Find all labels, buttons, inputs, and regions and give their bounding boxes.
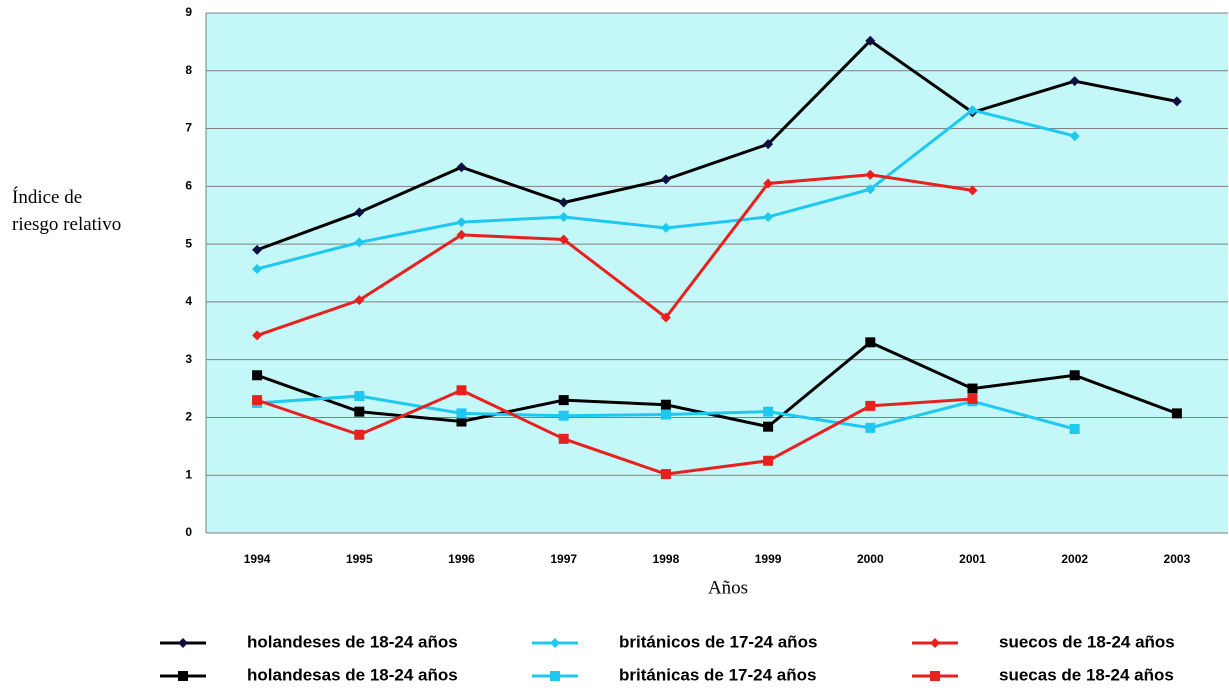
y-tick-label: 9 [185,5,192,19]
point [967,393,978,404]
point [660,409,671,420]
point [1069,131,1080,142]
x-tick-label: 1997 [550,552,577,566]
point [865,35,876,46]
x-tick-label: 1994 [244,552,271,566]
point [763,211,774,222]
point [763,406,774,417]
point [456,416,467,427]
point [865,422,876,433]
series-line [256,388,973,476]
point [252,370,263,381]
x-tick-label: 1999 [755,552,782,566]
point [252,263,263,274]
legend-label: británicas de 17-24 años [619,665,816,684]
point [930,671,940,681]
point [354,406,365,417]
legend-label: holandesas de 18-24 años [247,665,458,684]
legend-label: holandeses de 18-24 años [247,632,458,651]
point [456,217,467,228]
x-tick-label: 1998 [653,552,680,566]
point [252,395,263,406]
y-tick-label: 7 [185,121,192,135]
legend-label: suecos de 18-24 años [999,632,1175,651]
point [865,337,876,348]
x-tick-label: 1995 [346,552,373,566]
y-tick-label: 0 [185,525,192,539]
point [558,410,569,421]
point [558,395,569,406]
point [550,638,560,648]
point [354,295,365,306]
point [354,429,365,440]
point [456,385,467,396]
point [763,455,774,466]
x-tick-label: 2002 [1061,552,1088,566]
point [252,244,263,255]
point [1069,424,1080,434]
y-tick-label: 2 [185,410,192,424]
point [930,638,940,648]
point [865,184,876,195]
point [354,237,365,248]
y-tick-label: 8 [185,63,192,77]
x-tick-label: 2003 [1164,552,1191,566]
point [660,399,671,410]
point [178,671,188,681]
point [354,207,365,218]
point [1069,76,1080,87]
point [763,139,774,150]
point [763,421,774,432]
y-tick-label: 6 [185,179,192,193]
plot-area [206,13,1228,533]
point [558,197,569,208]
legend-label: suecas de 18-24 años [999,665,1174,684]
point [1171,96,1182,107]
point [865,400,876,411]
series-line [256,173,973,337]
point [558,234,569,245]
series-line [256,340,1178,429]
point [558,433,569,444]
point [1171,408,1182,419]
y-tick-label: 5 [185,236,192,250]
point [550,671,560,681]
point [178,638,188,648]
point [1069,370,1080,381]
point [660,312,671,323]
y-axis-label: Índice de riesgo relativo [12,187,122,235]
legend-label: británicos de 17-24 años [619,632,817,651]
point [660,222,671,233]
point [660,174,671,185]
x-tick-label: 2000 [857,552,884,566]
point [660,469,671,480]
y-tick-label: 1 [185,467,192,481]
point [967,383,978,394]
point [456,229,467,240]
point [354,391,365,402]
point [456,408,467,419]
y-tick-label: 3 [185,352,192,366]
y-tick-label: 4 [185,294,192,308]
point [252,330,263,341]
series-line [256,38,1178,252]
point [763,178,774,189]
x-axis-label: Años [708,577,748,598]
point [456,162,467,173]
point [967,185,978,196]
point [558,211,569,222]
point [967,105,978,116]
x-tick-label: 2001 [959,552,986,566]
point [865,169,876,180]
x-tick-label: 1996 [448,552,475,566]
